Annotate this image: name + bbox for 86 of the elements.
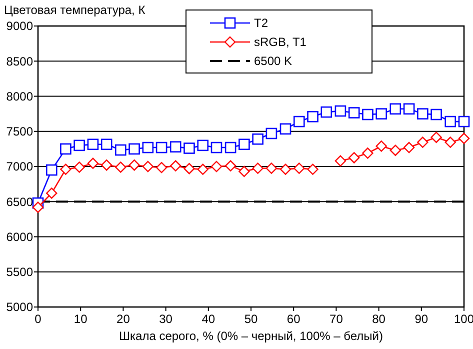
point xyxy=(403,103,415,115)
point xyxy=(334,105,346,117)
point xyxy=(210,160,222,172)
y-tick-label: 6000 xyxy=(6,230,34,244)
point xyxy=(458,116,470,128)
point xyxy=(197,164,208,175)
point xyxy=(87,158,99,169)
point xyxy=(320,106,332,118)
point xyxy=(224,160,236,172)
point xyxy=(114,144,126,156)
point xyxy=(280,164,292,175)
legend-label: 6500 K xyxy=(254,54,292,68)
point xyxy=(362,148,374,159)
y-axis-title: Цветовая температура, К xyxy=(4,3,146,17)
point xyxy=(32,202,44,213)
x-tick-label: 70 xyxy=(330,312,344,326)
point xyxy=(417,108,428,120)
point xyxy=(87,138,99,150)
x-tick-label: 10 xyxy=(74,312,88,326)
point xyxy=(458,132,470,144)
point xyxy=(294,162,305,174)
point xyxy=(60,164,72,175)
x-tick-label: 90 xyxy=(414,312,428,326)
x-axis-title: Шкала серого, % (0% – черный, 100% – белый) xyxy=(119,329,383,343)
y-tick-label: 7000 xyxy=(6,160,34,174)
y-tick-label: 8000 xyxy=(6,89,34,104)
point xyxy=(348,152,360,164)
point xyxy=(238,166,250,178)
legend-label: sRGB, T1 xyxy=(254,35,307,50)
point xyxy=(403,142,415,154)
point xyxy=(142,160,154,172)
point xyxy=(170,141,182,152)
point xyxy=(252,162,264,174)
x-tick-label: 20 xyxy=(116,312,130,326)
point xyxy=(46,164,58,176)
point xyxy=(115,162,126,173)
x-tick-label: 60 xyxy=(286,312,301,326)
point xyxy=(156,142,168,154)
point xyxy=(170,160,182,172)
y-tick-label: 8500 xyxy=(6,54,34,68)
legend-label: T2 xyxy=(254,16,268,30)
point xyxy=(390,144,402,156)
point xyxy=(224,142,236,154)
point xyxy=(46,188,58,199)
point xyxy=(307,110,318,122)
y-tick-label: 5500 xyxy=(6,265,34,280)
x-tick-label: 40 xyxy=(202,312,216,326)
point xyxy=(376,140,387,152)
point xyxy=(238,138,250,150)
point xyxy=(100,138,112,150)
point xyxy=(293,116,305,128)
y-tick-label: 9000 xyxy=(6,19,34,34)
point xyxy=(128,159,140,171)
point xyxy=(362,108,374,120)
x-tick-label: 0 xyxy=(34,312,42,326)
point xyxy=(417,136,428,148)
y-tick-label: 6500 xyxy=(6,194,34,209)
point xyxy=(430,132,442,143)
point xyxy=(252,133,264,145)
point xyxy=(60,143,72,155)
y-tick-label: 5000 xyxy=(6,300,34,314)
point xyxy=(334,155,346,166)
point xyxy=(376,108,388,120)
point xyxy=(430,108,442,120)
x-tick-label: 80 xyxy=(372,312,386,326)
point xyxy=(156,162,168,174)
point xyxy=(266,162,278,174)
point xyxy=(100,159,112,171)
point xyxy=(142,142,154,154)
point xyxy=(444,136,456,148)
point xyxy=(184,142,195,154)
point xyxy=(184,163,195,174)
point xyxy=(210,142,222,154)
point xyxy=(74,162,85,173)
point xyxy=(348,107,360,118)
y-tick-label: 7500 xyxy=(6,124,34,139)
x-tick-label: 30 xyxy=(159,312,173,326)
point xyxy=(74,140,85,152)
point xyxy=(444,116,456,128)
point xyxy=(128,143,140,155)
point xyxy=(307,164,318,175)
x-tick-label: 50 xyxy=(244,312,258,326)
point xyxy=(390,103,402,115)
point xyxy=(266,128,278,140)
point xyxy=(280,123,292,135)
point xyxy=(197,140,209,152)
